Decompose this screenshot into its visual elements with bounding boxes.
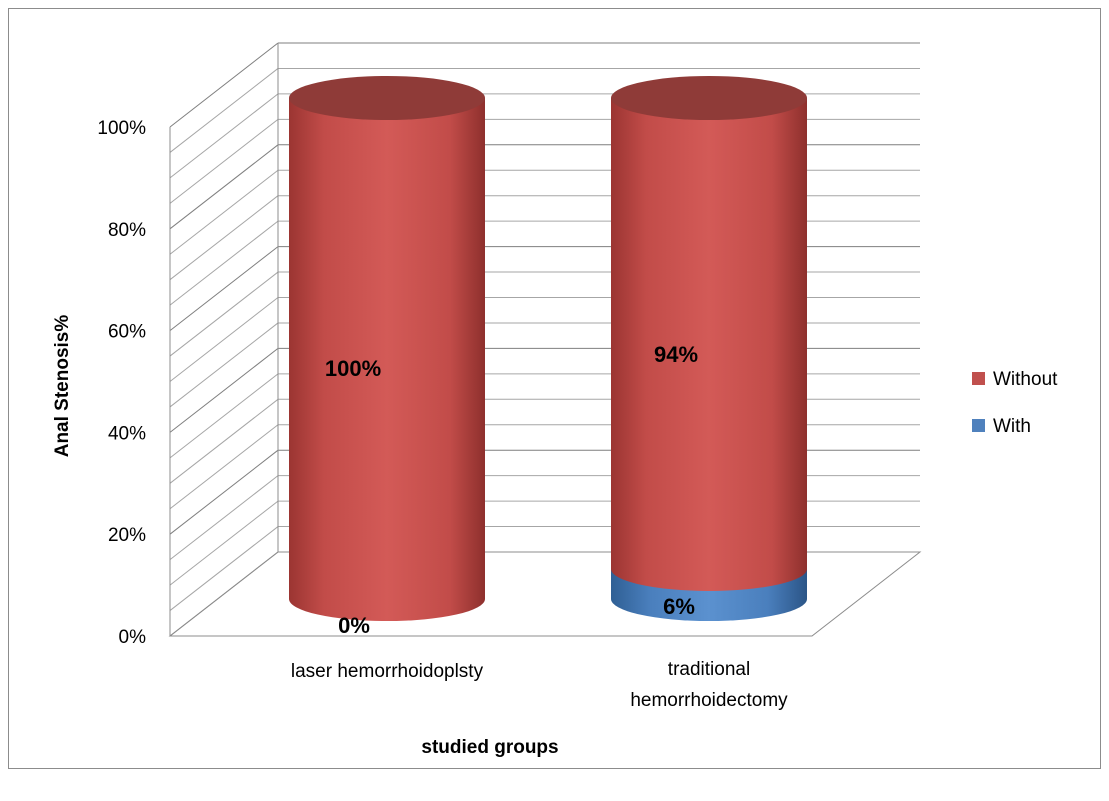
category-label: laser hemorrhoidoplsty bbox=[291, 661, 484, 682]
y-tick-label: 20% bbox=[108, 525, 146, 546]
y-tick-label: 60% bbox=[108, 322, 146, 343]
side-gridline bbox=[169, 348, 279, 433]
cylinder-without-segment bbox=[610, 98, 807, 591]
side-gridline bbox=[169, 68, 279, 153]
side-gridline bbox=[169, 42, 279, 128]
y-tick-label: 0% bbox=[119, 627, 147, 648]
cylinder-top-cap bbox=[289, 76, 485, 120]
floor bbox=[168, 551, 922, 637]
bars-layer bbox=[289, 76, 807, 621]
y-tick-label: 100% bbox=[97, 118, 146, 139]
legend-swatch-without bbox=[972, 372, 985, 385]
legend-layer: Without With bbox=[972, 369, 1058, 437]
y-tick-label: 80% bbox=[108, 220, 146, 241]
axis-layer: 0% 20% 40% 60% 80% 100% Anal Stenosis% studied … bbox=[52, 118, 788, 758]
side-gridline bbox=[169, 449, 279, 535]
legend-label-with: With bbox=[993, 416, 1031, 437]
side-gridline bbox=[169, 93, 279, 179]
side-gridline bbox=[169, 271, 279, 357]
side-gridline bbox=[169, 398, 279, 484]
side-gridline bbox=[169, 424, 279, 510]
labels-layer: 0% 100% 6% 94% bbox=[325, 342, 698, 638]
side-gridline bbox=[169, 475, 279, 561]
side-gridline bbox=[169, 373, 279, 459]
category-label: traditional bbox=[668, 659, 750, 680]
data-label-without: 100% bbox=[325, 356, 381, 381]
y-tick-label: 40% bbox=[108, 423, 146, 444]
side-gridline bbox=[169, 500, 279, 586]
side-gridline bbox=[169, 118, 279, 204]
side-gridline bbox=[169, 246, 279, 331]
data-label-with: 6% bbox=[663, 594, 695, 619]
chart-border bbox=[8, 8, 1101, 769]
grid-layer bbox=[168, 42, 922, 637]
legend-label-without: Without bbox=[993, 369, 1058, 390]
legend-swatch-with bbox=[972, 419, 985, 432]
side-gridline bbox=[169, 322, 279, 408]
data-label-with: 0% bbox=[338, 613, 370, 638]
x-axis-title: studied groups bbox=[421, 737, 558, 758]
data-label-without: 94% bbox=[654, 342, 698, 367]
side-gridline bbox=[169, 144, 279, 230]
cylinder-top-cap bbox=[611, 76, 807, 120]
side-gridline bbox=[169, 169, 279, 255]
side-gridline bbox=[169, 526, 279, 611]
side-gridline bbox=[169, 195, 279, 281]
cylinder-without-segment bbox=[289, 98, 485, 621]
side-gridline bbox=[169, 220, 279, 306]
side-gridline bbox=[169, 297, 279, 382]
category-label: hemorrhoidectomy bbox=[630, 690, 788, 711]
y-axis-title: Anal Stenosis% bbox=[52, 315, 73, 458]
